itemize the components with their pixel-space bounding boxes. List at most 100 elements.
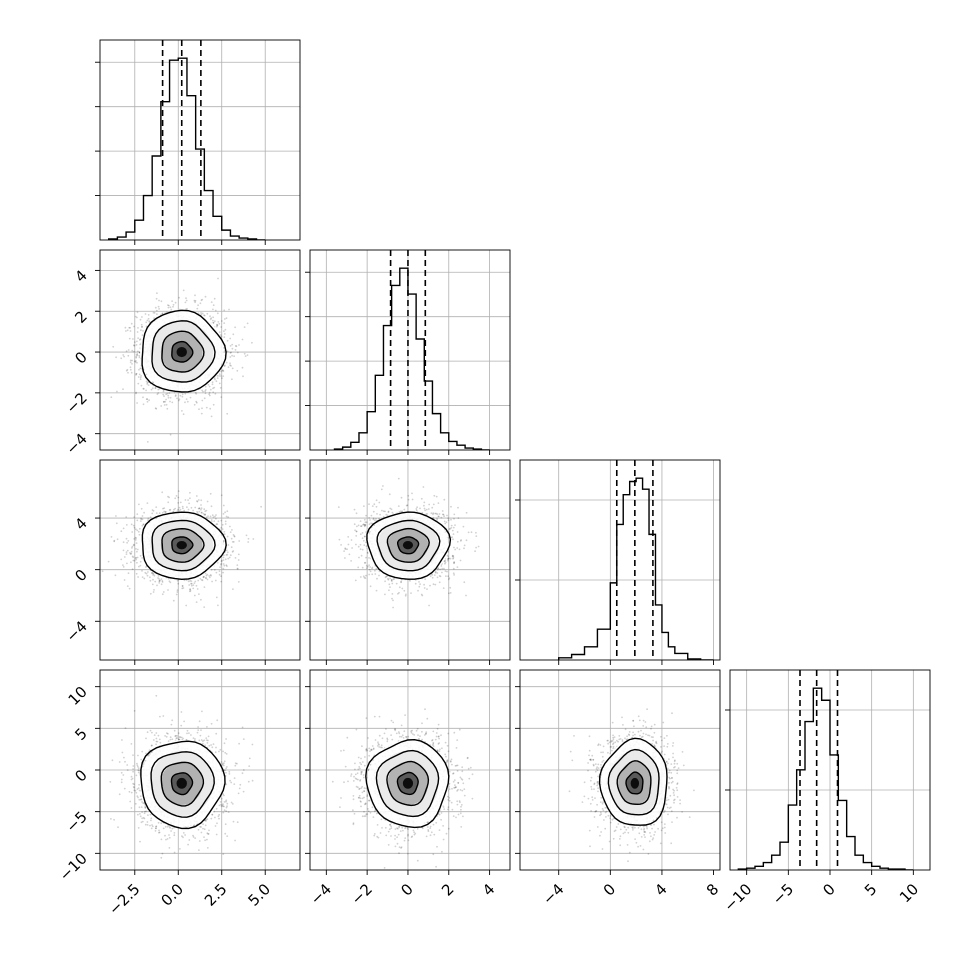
sample-point bbox=[195, 495, 198, 497]
sample-point bbox=[148, 399, 151, 402]
hist-panel-1 bbox=[305, 249, 511, 455]
sample-point bbox=[447, 519, 450, 522]
sample-point bbox=[234, 557, 237, 559]
sample-point bbox=[237, 581, 240, 583]
sample-point bbox=[203, 314, 206, 317]
sample-point bbox=[448, 557, 450, 560]
sample-point bbox=[233, 355, 236, 358]
sample-point bbox=[127, 371, 129, 374]
sample-point bbox=[234, 345, 237, 347]
sample-point bbox=[123, 556, 126, 558]
sample-point bbox=[130, 371, 133, 374]
sample-point bbox=[126, 549, 129, 552]
sample-point bbox=[189, 491, 191, 494]
sample-point bbox=[178, 510, 181, 512]
sample-point bbox=[452, 526, 455, 529]
sample-point bbox=[129, 368, 132, 371]
sample-point bbox=[155, 512, 158, 514]
sample-point bbox=[452, 533, 455, 535]
sample-point bbox=[140, 517, 142, 520]
sample-point bbox=[204, 572, 207, 575]
sample-point bbox=[149, 516, 152, 518]
sample-point bbox=[141, 334, 144, 336]
sample-point bbox=[188, 590, 191, 593]
scatter-panel-2-0: −404 bbox=[62, 459, 301, 665]
sample-point bbox=[220, 560, 223, 563]
sample-point bbox=[132, 338, 134, 340]
sample-point bbox=[194, 391, 197, 394]
sample-point bbox=[453, 517, 455, 520]
sample-point bbox=[139, 520, 142, 522]
sample-point bbox=[208, 393, 211, 396]
sample-point bbox=[214, 515, 216, 518]
sample-point bbox=[215, 325, 218, 328]
sample-point bbox=[155, 506, 158, 508]
sample-point bbox=[447, 578, 450, 581]
sample-point bbox=[163, 404, 166, 406]
sample-point bbox=[217, 520, 220, 523]
sample-point bbox=[190, 582, 192, 585]
sample-point bbox=[212, 516, 215, 518]
sample-point bbox=[194, 294, 196, 297]
sample-point bbox=[227, 516, 230, 518]
sample-point bbox=[156, 584, 158, 587]
sample-point bbox=[231, 529, 233, 531]
sample-point bbox=[115, 356, 117, 359]
sample-point bbox=[221, 369, 224, 372]
sample-point bbox=[229, 356, 232, 358]
sample-point bbox=[193, 299, 196, 302]
sample-point bbox=[222, 556, 225, 559]
sample-point bbox=[131, 531, 134, 533]
sample-point bbox=[443, 567, 445, 570]
sample-point bbox=[196, 512, 199, 514]
sample-point bbox=[137, 327, 139, 329]
sample-point bbox=[165, 393, 168, 396]
sample-point bbox=[444, 560, 447, 562]
sample-point bbox=[116, 390, 118, 393]
sample-point bbox=[237, 553, 240, 556]
sample-point bbox=[139, 378, 142, 381]
sample-point bbox=[182, 413, 185, 416]
sample-point bbox=[157, 388, 160, 391]
sample-point bbox=[241, 338, 244, 341]
sample-point bbox=[226, 412, 229, 415]
sample-point bbox=[155, 309, 158, 312]
sample-point bbox=[141, 576, 144, 578]
sample-point bbox=[181, 585, 184, 587]
sample-point bbox=[198, 510, 201, 513]
sample-point bbox=[357, 566, 360, 569]
sample-point bbox=[161, 512, 164, 514]
sample-point bbox=[160, 300, 163, 303]
sample-point bbox=[220, 320, 223, 322]
sample-point bbox=[151, 512, 154, 515]
sample-point bbox=[202, 576, 205, 579]
sample-point bbox=[146, 502, 149, 504]
sample-point bbox=[139, 338, 142, 341]
sample-point bbox=[145, 572, 148, 575]
sample-point bbox=[212, 391, 215, 394]
sample-point bbox=[132, 524, 135, 527]
sample-point bbox=[456, 547, 459, 549]
sample-point bbox=[236, 369, 239, 372]
sample-point bbox=[204, 513, 207, 516]
sample-point bbox=[212, 316, 215, 319]
sample-point bbox=[234, 326, 237, 329]
sample-point bbox=[452, 557, 454, 560]
sample-point bbox=[164, 510, 167, 513]
sample-point bbox=[136, 354, 139, 357]
sample-point bbox=[390, 579, 393, 581]
contour-2 bbox=[151, 320, 216, 383]
sample-point bbox=[169, 400, 171, 403]
sample-point bbox=[220, 526, 223, 529]
sample-point bbox=[138, 356, 141, 359]
sample-point bbox=[125, 516, 128, 518]
sample-point bbox=[128, 587, 131, 590]
sample-point bbox=[134, 315, 137, 318]
sample-point bbox=[218, 573, 221, 576]
sample-point bbox=[113, 539, 116, 542]
sample-point bbox=[142, 396, 144, 399]
sample-point bbox=[120, 357, 123, 360]
sample-point bbox=[252, 538, 255, 540]
sample-point bbox=[218, 331, 221, 333]
sample-point bbox=[424, 509, 426, 512]
